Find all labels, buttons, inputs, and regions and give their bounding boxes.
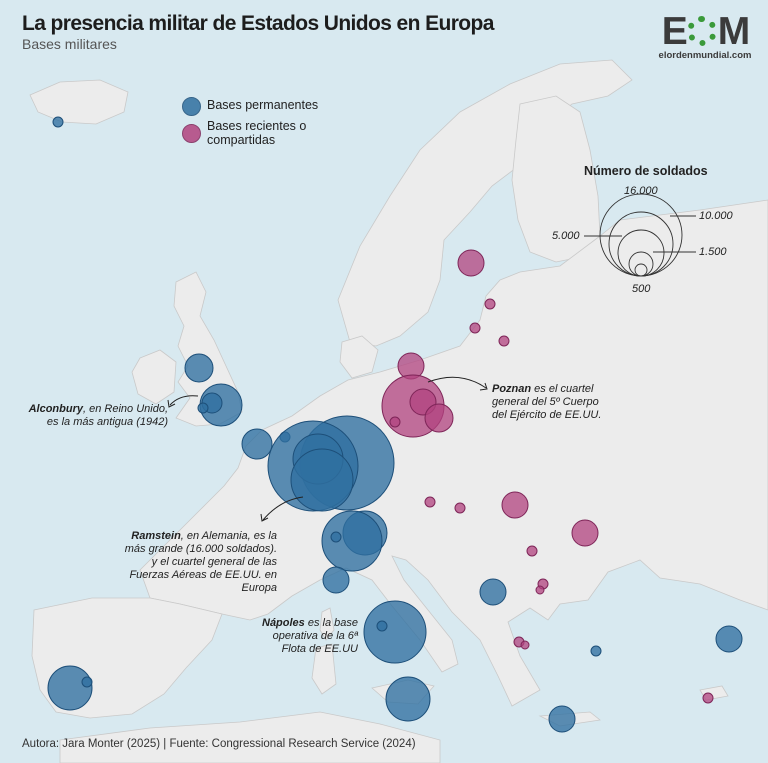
base-romania-1 — [501, 491, 529, 519]
base-kosovo — [479, 578, 507, 606]
base-aviano — [321, 510, 383, 572]
annotation-poznan-text: es el cuartel general del 5º Cuerpo del … — [492, 383, 602, 421]
base-moron — [81, 676, 93, 688]
base-hungary-2 — [454, 502, 466, 514]
base-sigonella — [385, 676, 431, 722]
annotation-ramstein: Ramstein, en Alemania, es la más grande … — [122, 530, 277, 595]
base-livorno — [322, 566, 350, 594]
base-uk-dot — [197, 402, 209, 414]
annotation-alconbury-text: , en Reino Unido, es la más antigua (194… — [46, 403, 168, 428]
size-label-10000: 10.000 — [699, 210, 733, 222]
map-subtitle: Bases militares — [22, 36, 117, 52]
base-greece-2 — [520, 640, 530, 650]
base-uk-north — [184, 353, 214, 383]
size-ring-500 — [634, 263, 648, 277]
base-bulgaria-2 — [535, 585, 545, 595]
annotation-alconbury-name: Alconbury — [28, 403, 83, 415]
map-title: La presencia militar de Estados Unidos e… — [22, 12, 494, 35]
logo-letter-m: M — [717, 10, 750, 53]
eom-logo-url: elordenmundial.com — [658, 50, 752, 61]
base-romania-dot — [526, 545, 538, 557]
annotation-poznan: Poznan es el cuartel general del 5º Cuer… — [492, 383, 612, 422]
base-poland-east — [424, 403, 454, 433]
annotation-arrows — [167, 376, 488, 522]
base-souda — [548, 705, 576, 733]
legend-permanent-label: Bases permanentes — [207, 98, 319, 112]
arrow-poznan-head — [479, 382, 488, 391]
annotation-napoles-text: es la base operativa de la 6ª Flota de E… — [272, 617, 358, 655]
corsica-land — [319, 607, 335, 641]
north-africa-land — [59, 711, 441, 763]
arrow-alconbury-head — [167, 399, 176, 408]
base-incirlik — [715, 625, 743, 653]
base-belgium — [241, 428, 273, 460]
base-napoles — [363, 600, 427, 664]
annotation-ramstein-text: , en Alemania, es la más grande (16.000 … — [124, 530, 277, 594]
size-label-16000: 16.000 — [624, 185, 658, 197]
logo-letter-e: E — [661, 10, 688, 53]
base-keflavik — [52, 116, 64, 128]
size-legend-rings — [584, 193, 696, 277]
legend-recent-label: Bases recientes o compartidas — [207, 119, 307, 147]
base-latvia — [484, 298, 496, 310]
denmark-land — [339, 335, 379, 379]
base-lithuania-2 — [498, 335, 510, 347]
base-lithuania-1 — [469, 322, 481, 334]
legend-recent-dot — [182, 124, 201, 143]
size-legend-title: Número de soldados — [584, 164, 708, 178]
size-label-1500: 1.500 — [699, 246, 727, 258]
annotation-napoles: Nápoles es la base operativa de la 6ª Fl… — [252, 617, 358, 656]
base-romania-2 — [571, 519, 599, 547]
annotation-poznan-name: Poznan — [492, 383, 532, 395]
annotation-alconbury: Alconbury, en Reino Unido, es la más ant… — [22, 403, 168, 429]
logo-dotted-o-icon — [686, 16, 717, 46]
source-footer: Autora: Jara Monter (2025) | Fuente: Con… — [22, 738, 416, 750]
base-poland-dot — [389, 416, 401, 428]
arrow-alconbury — [169, 395, 199, 406]
base-greece-3 — [702, 692, 714, 704]
size-label-500: 500 — [632, 283, 651, 295]
size-label-5000: 5.000 — [552, 230, 580, 242]
arrow-ramstein-head — [260, 513, 269, 522]
permanent-bases — [47, 116, 743, 733]
base-ramstein — [290, 448, 354, 512]
legend-permanent-dot — [182, 97, 201, 116]
base-napoles-dot — [376, 620, 388, 632]
arrow-ramstein — [262, 496, 304, 521]
base-rota — [47, 665, 93, 711]
annotation-ramstein-name: Ramstein — [131, 530, 181, 542]
annotation-napoles-name: Nápoles — [262, 617, 305, 629]
base-hungary-1 — [424, 496, 436, 508]
scandinavia-land — [337, 59, 633, 347]
continental-europe-land — [139, 199, 768, 707]
iceland-land — [29, 79, 129, 125]
recent-bases — [381, 249, 714, 704]
base-italy-dot — [330, 531, 342, 543]
sardinia-land — [311, 643, 337, 695]
ireland-land — [131, 349, 177, 405]
arrow-poznan — [427, 376, 487, 389]
base-turkey-dot — [590, 645, 602, 657]
base-estonia — [457, 249, 485, 277]
